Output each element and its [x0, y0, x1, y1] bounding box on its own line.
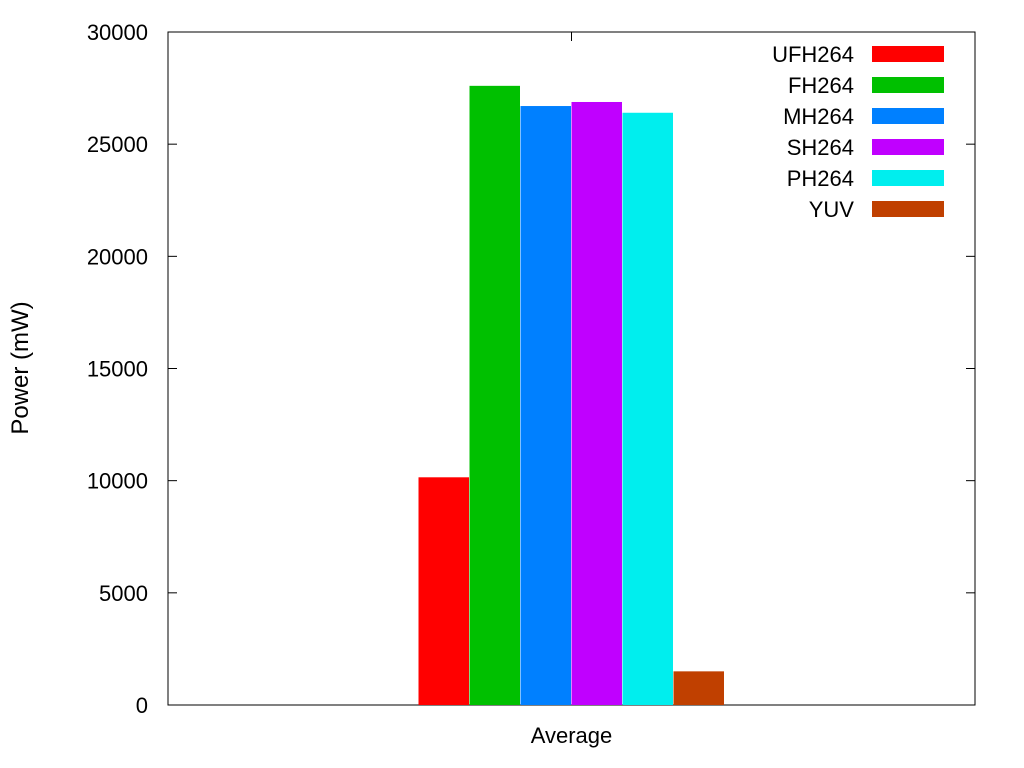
legend-swatch [872, 46, 944, 62]
legend-label: UFH264 [772, 42, 854, 67]
legend-label: YUV [809, 197, 855, 222]
legend-swatch [872, 170, 944, 186]
bar-fh264 [469, 85, 520, 706]
bar-sh264 [571, 101, 622, 706]
legend-label: FH264 [788, 73, 854, 98]
legend-swatch [872, 201, 944, 217]
bar-mh264 [520, 106, 571, 705]
y-tick-label: 20000 [87, 244, 148, 269]
legend-swatch [872, 77, 944, 93]
legend-swatch [872, 108, 944, 124]
legend: UFH264 FH264 MH264 SH264 PH264 YUV [772, 42, 944, 222]
y-tick-label: 25000 [87, 132, 148, 157]
bar-series [418, 85, 724, 706]
y-tick-label: 5000 [99, 581, 148, 606]
y-tick-label: 15000 [87, 357, 148, 382]
y-axis-title: Power (mW) [7, 301, 34, 434]
y-tick-label: 0 [136, 693, 148, 718]
bar-ph264 [622, 112, 673, 705]
x-axis: Average [531, 32, 613, 748]
legend-label: PH264 [787, 166, 854, 191]
legend-swatch [872, 139, 944, 155]
legend-label: SH264 [787, 135, 854, 160]
y-tick-label: 10000 [87, 469, 148, 494]
y-tick-label: 30000 [87, 20, 148, 45]
bar-yuv [673, 671, 724, 705]
y-axis: 0 5000 10000 15000 20000 25000 30000 [87, 20, 975, 718]
legend-label: MH264 [783, 104, 854, 129]
x-tick-label: Average [531, 723, 613, 748]
bar-ufh264 [418, 477, 469, 705]
